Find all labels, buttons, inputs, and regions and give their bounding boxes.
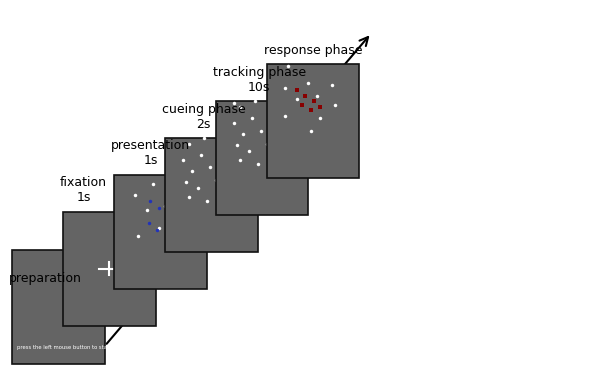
Bar (12, 250, 105, 364)
Bar (165, 138, 258, 252)
Text: press the left mouse button to start the test: press the left mouse button to start the… (17, 345, 134, 350)
Text: fixation
1s: fixation 1s (60, 176, 107, 204)
Text: tracking phase
10s: tracking phase 10s (213, 66, 305, 94)
Bar (267, 64, 359, 178)
Text: cueing phase
2s: cueing phase 2s (162, 103, 246, 131)
Text: response phase: response phase (264, 44, 362, 57)
Bar (63, 212, 156, 326)
Text: presentation
1s: presentation 1s (111, 139, 190, 167)
Text: preparation: preparation (9, 272, 82, 285)
Bar (114, 175, 207, 289)
Bar (216, 101, 308, 215)
